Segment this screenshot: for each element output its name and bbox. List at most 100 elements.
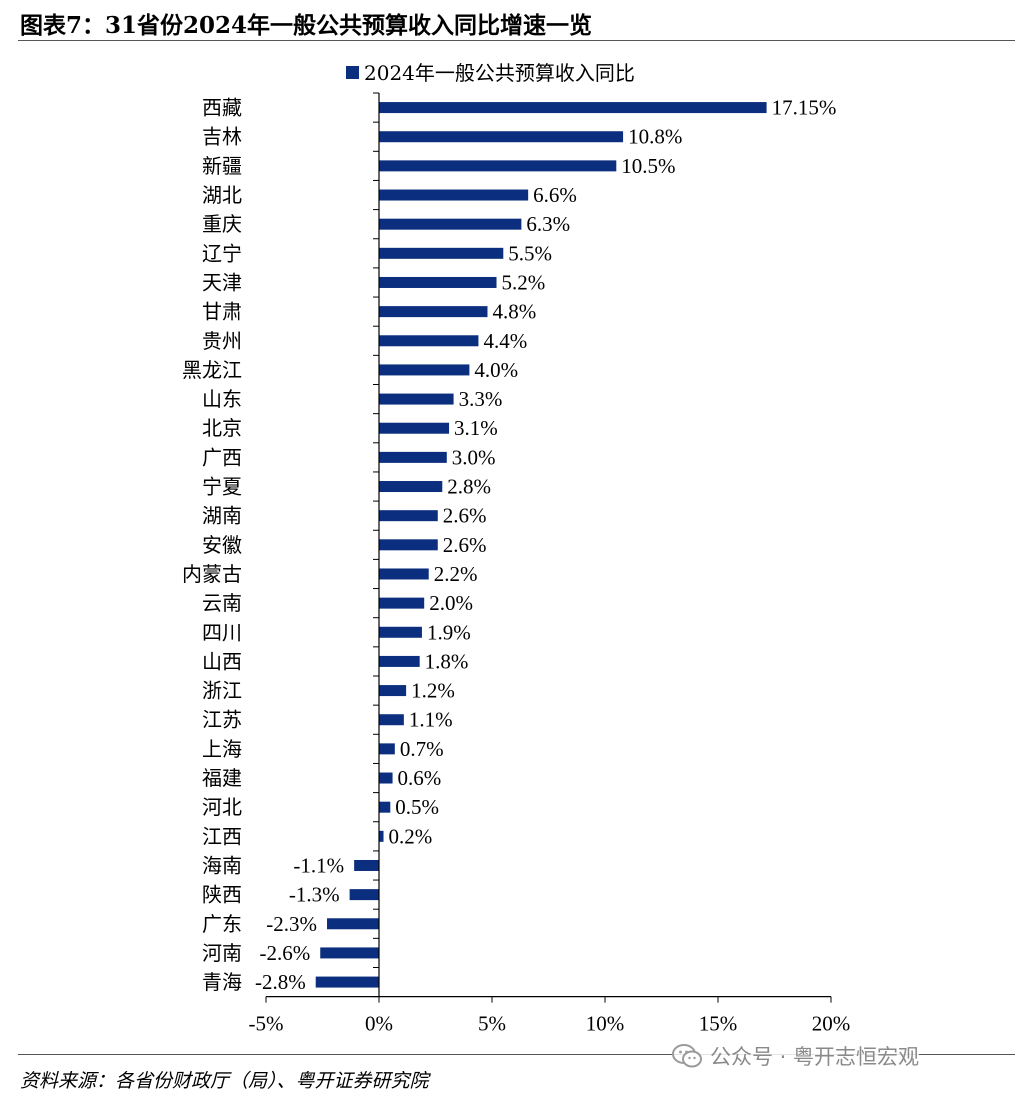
bar	[379, 160, 617, 172]
top-rule	[18, 40, 1015, 41]
category-label: 山西	[202, 649, 242, 673]
category-label: 陕西	[202, 883, 242, 907]
category-label: 福建	[202, 766, 242, 790]
category-label: 上海	[202, 737, 242, 761]
value-label: 2.0%	[429, 591, 473, 615]
category-label: 四川	[202, 620, 242, 644]
bar	[379, 714, 404, 726]
bar	[379, 451, 447, 463]
bar	[379, 626, 422, 638]
value-label: 3.3%	[459, 387, 503, 411]
x-tick-label: 15%	[699, 1012, 738, 1036]
legend-swatch	[346, 66, 359, 79]
bar	[379, 306, 488, 318]
bar	[379, 131, 624, 143]
category-labels-group: 西藏吉林新疆湖北重庆辽宁天津甘肃贵州黑龙江山东北京广西宁夏湖南安徽内蒙古云南四川…	[182, 96, 242, 995]
value-label: 2.6%	[443, 533, 487, 557]
value-labels-group: 17.15% 10.8% 10.5% 6.6% 6.3% 5.5% 5.2% 4.8% 4.4%…	[255, 96, 836, 995]
category-label: 广西	[202, 445, 242, 469]
x-tick-label: 20%	[812, 1012, 851, 1036]
value-label: 5.2%	[502, 270, 546, 294]
value-label: 1.1%	[409, 708, 453, 732]
value-label: 1.9%	[427, 620, 471, 644]
category-label: 湖南	[202, 504, 242, 528]
bar	[379, 422, 450, 434]
category-label: 甘肃	[202, 300, 242, 324]
value-label: 6.6%	[533, 183, 577, 207]
bottom-rule	[18, 1054, 1015, 1055]
bar	[379, 568, 429, 580]
category-label: 内蒙古	[182, 562, 242, 586]
bar	[320, 947, 379, 959]
value-label: 10.5%	[621, 154, 675, 178]
bar	[349, 889, 379, 901]
category-label: 湖北	[202, 183, 242, 207]
category-label: 海南	[202, 853, 242, 877]
bars-group	[315, 102, 767, 988]
y-axis	[373, 92, 380, 998]
value-label: -1.3%	[289, 883, 340, 907]
bar	[379, 830, 384, 842]
bar	[379, 539, 438, 551]
bar	[327, 918, 379, 930]
bar	[354, 859, 379, 871]
x-tick-label: -5%	[249, 1012, 284, 1036]
category-label: 天津	[202, 270, 242, 294]
bar	[379, 102, 767, 114]
bar	[379, 247, 504, 259]
x-tick-label: 10%	[586, 1012, 625, 1036]
value-label: 3.0%	[452, 445, 496, 469]
category-label: 吉林	[202, 125, 242, 149]
value-label: 0.5%	[395, 795, 439, 819]
category-label: 新疆	[202, 154, 242, 178]
legend-label: 2024年一般公共预算收入同比	[364, 61, 635, 85]
category-label: 贵州	[202, 329, 242, 353]
value-label: 4.8%	[492, 300, 536, 324]
value-label: 0.2%	[389, 824, 433, 848]
bar	[379, 510, 438, 522]
bar	[379, 772, 393, 784]
bar	[379, 685, 407, 697]
category-label: 黑龙江	[182, 358, 242, 382]
value-label: -2.3%	[266, 912, 317, 936]
category-label: 青海	[202, 970, 242, 994]
value-label: -1.1%	[293, 853, 344, 877]
category-label: 北京	[202, 416, 242, 440]
value-label: 17.15%	[772, 96, 837, 120]
value-label: 1.2%	[411, 679, 455, 703]
category-label: 浙江	[202, 679, 242, 703]
bar	[379, 364, 470, 376]
category-label: 河南	[202, 941, 242, 965]
value-label: 0.7%	[400, 737, 444, 761]
x-tick-label: 5%	[478, 1012, 506, 1036]
legend: 2024年一般公共预算收入同比	[346, 61, 635, 85]
wechat-icon	[672, 1044, 702, 1068]
watermark: 公众号 · 粤开志恒宏观	[672, 1040, 920, 1072]
value-label: 4.4%	[483, 329, 527, 353]
bar	[379, 743, 395, 755]
bar	[379, 801, 391, 813]
category-label: 山东	[202, 387, 242, 411]
source-note: 资料来源：各省份财政厅（局）、粤开证券研究院	[20, 1070, 429, 1092]
category-label: 广东	[202, 912, 242, 936]
bar	[379, 218, 522, 230]
x-axis: -5% 0% 5% 10% 15% 20%	[249, 996, 851, 1036]
bar	[379, 655, 420, 667]
bar	[379, 481, 443, 493]
x-tick-label: 0%	[365, 1012, 393, 1036]
bar	[379, 335, 479, 347]
value-label: 1.8%	[425, 649, 469, 673]
value-label: 4.0%	[474, 358, 518, 382]
value-label: 2.6%	[443, 504, 487, 528]
bar	[379, 189, 529, 201]
value-label: 2.2%	[434, 562, 478, 586]
value-label: 5.5%	[508, 241, 552, 265]
value-label: -2.8%	[255, 970, 306, 994]
value-label: 10.8%	[628, 125, 682, 149]
bar-chart: 2024年一般公共预算收入同比 17.15% 10.8% 10.5% 6.6% 6.3%…	[182, 61, 851, 1036]
bar	[315, 976, 379, 988]
category-label: 江西	[202, 824, 242, 848]
category-label: 辽宁	[202, 241, 242, 265]
category-label: 西藏	[202, 96, 242, 120]
category-label: 江苏	[202, 708, 242, 732]
